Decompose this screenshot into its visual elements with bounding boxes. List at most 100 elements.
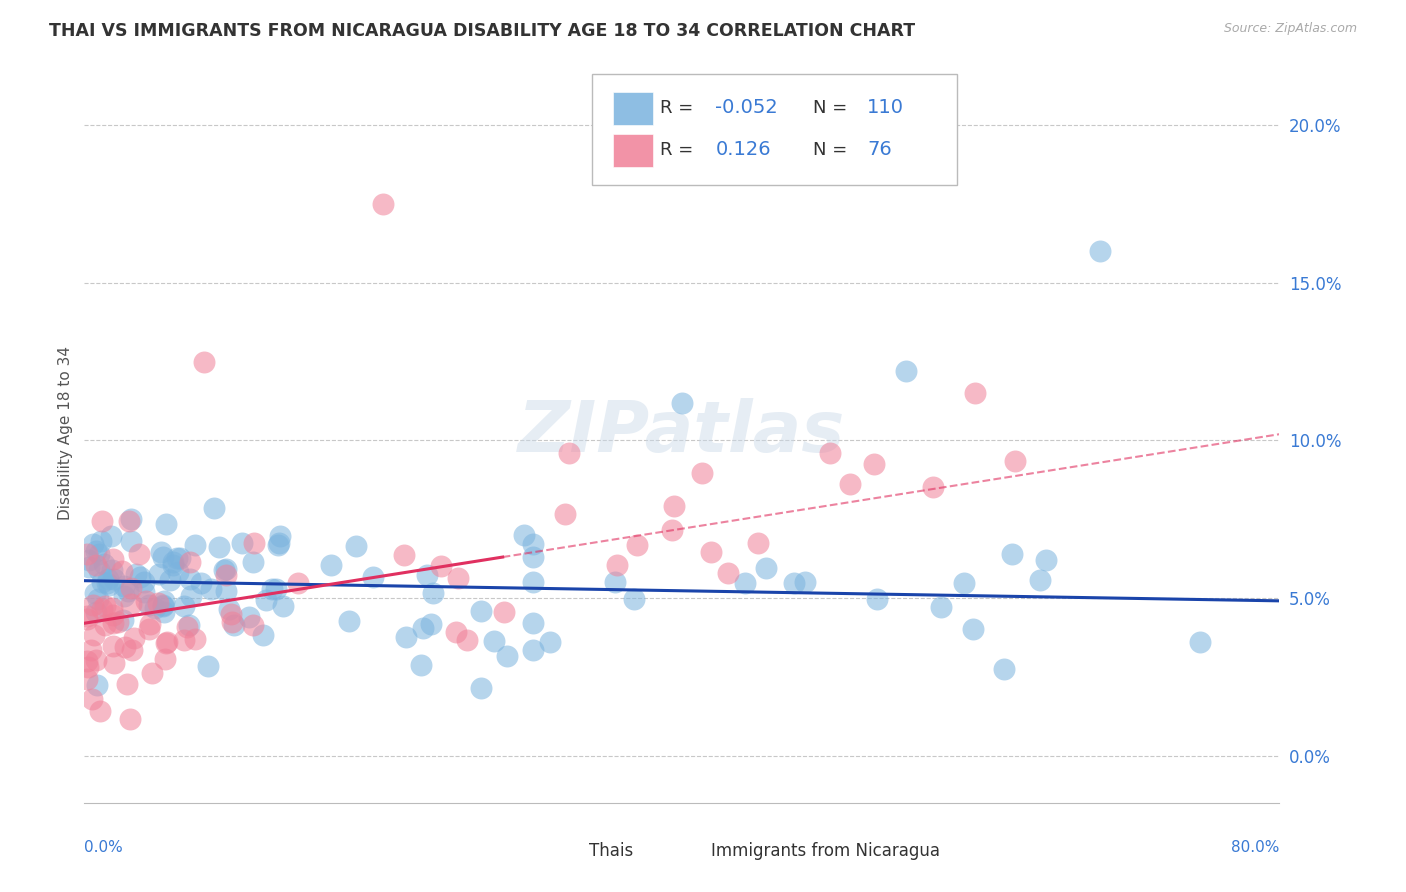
Point (128, 548, 150, 562)
Text: Immigrants from Nicaragua: Immigrants from Nicaragua (710, 842, 939, 860)
Point (125, 566, 148, 581)
Point (169, 551, 191, 566)
Point (141, 665, 163, 680)
Point (138, 622, 160, 636)
Point (153, 605, 176, 619)
Point (121, 643, 143, 657)
Point (717, 566, 740, 580)
Point (159, 573, 181, 587)
Point (91, 575, 114, 590)
Point (112, 590, 135, 604)
Point (103, 656, 125, 670)
Point (922, 480, 945, 494)
Point (118, 712, 141, 726)
Point (839, 477, 862, 491)
Point (107, 615, 129, 629)
Point (538, 634, 561, 648)
Point (162, 558, 184, 573)
Text: R =: R = (661, 99, 699, 117)
Point (138, 599, 160, 613)
Point (97, 578, 120, 592)
Point (86, 605, 108, 619)
Point (86, 678, 108, 692)
Point (242, 555, 264, 569)
Point (115, 676, 138, 690)
Point (1029, 573, 1052, 587)
Point (962, 622, 984, 636)
Point (197, 658, 219, 673)
Text: 0.0%: 0.0% (84, 840, 124, 855)
Point (818, 446, 841, 460)
Point (963, 385, 986, 400)
Point (734, 575, 756, 590)
Text: ZIPatlas: ZIPatlas (519, 398, 845, 467)
Point (1035, 553, 1057, 567)
Point (82, 537, 104, 551)
Point (522, 537, 544, 551)
Point (254, 593, 277, 607)
Point (496, 649, 519, 664)
Point (623, 592, 645, 607)
Text: Thais: Thais (589, 842, 633, 860)
Point (754, 561, 776, 575)
Point (208, 540, 231, 554)
Point (269, 535, 291, 549)
Point (76, 654, 98, 668)
Point (152, 599, 174, 613)
Point (86, 558, 108, 573)
Point (1188, 635, 1211, 649)
Point (82, 598, 104, 612)
Point (215, 562, 238, 576)
Point (82, 692, 104, 706)
Point (76, 609, 98, 624)
Point (167, 565, 190, 579)
Point (76, 612, 98, 626)
Point (90, 533, 112, 548)
Point (176, 620, 198, 634)
Point (96, 576, 118, 591)
Point (134, 585, 156, 599)
Point (337, 614, 360, 628)
Text: Source: ZipAtlas.com: Source: ZipAtlas.com (1223, 22, 1357, 36)
Point (114, 640, 136, 654)
Point (121, 512, 143, 526)
Point (180, 589, 202, 603)
Point (456, 633, 478, 648)
Point (662, 500, 685, 514)
Point (89, 704, 111, 718)
Point (1004, 454, 1026, 468)
Point (179, 572, 201, 586)
Point (162, 555, 184, 569)
Point (422, 586, 444, 600)
Point (993, 662, 1015, 676)
Point (101, 607, 124, 622)
Text: THAI VS IMMIGRANTS FROM NICARAGUA DISABILITY AGE 18 TO 34 CORRELATION CHART: THAI VS IMMIGRANTS FROM NICARAGUA DISABI… (49, 22, 915, 40)
Point (146, 596, 169, 610)
Point (103, 639, 125, 653)
Point (266, 582, 288, 597)
Point (863, 458, 886, 472)
Point (132, 574, 155, 589)
Point (111, 613, 134, 627)
Point (90, 514, 112, 528)
Text: 110: 110 (868, 98, 904, 117)
Point (166, 551, 188, 566)
Text: 0.126: 0.126 (716, 140, 770, 160)
Point (700, 545, 723, 559)
Point (200, 582, 222, 596)
Point (112, 578, 135, 592)
Point (690, 466, 713, 480)
Point (626, 538, 648, 552)
Point (218, 602, 240, 616)
Text: -0.052: -0.052 (716, 98, 778, 117)
Point (103, 616, 125, 631)
Point (173, 633, 195, 648)
Point (221, 615, 243, 630)
Point (120, 534, 142, 549)
Point (84, 653, 107, 667)
Point (231, 535, 253, 549)
Point (100, 529, 122, 543)
Point (269, 529, 291, 543)
Point (94, 618, 117, 632)
Point (522, 574, 544, 589)
